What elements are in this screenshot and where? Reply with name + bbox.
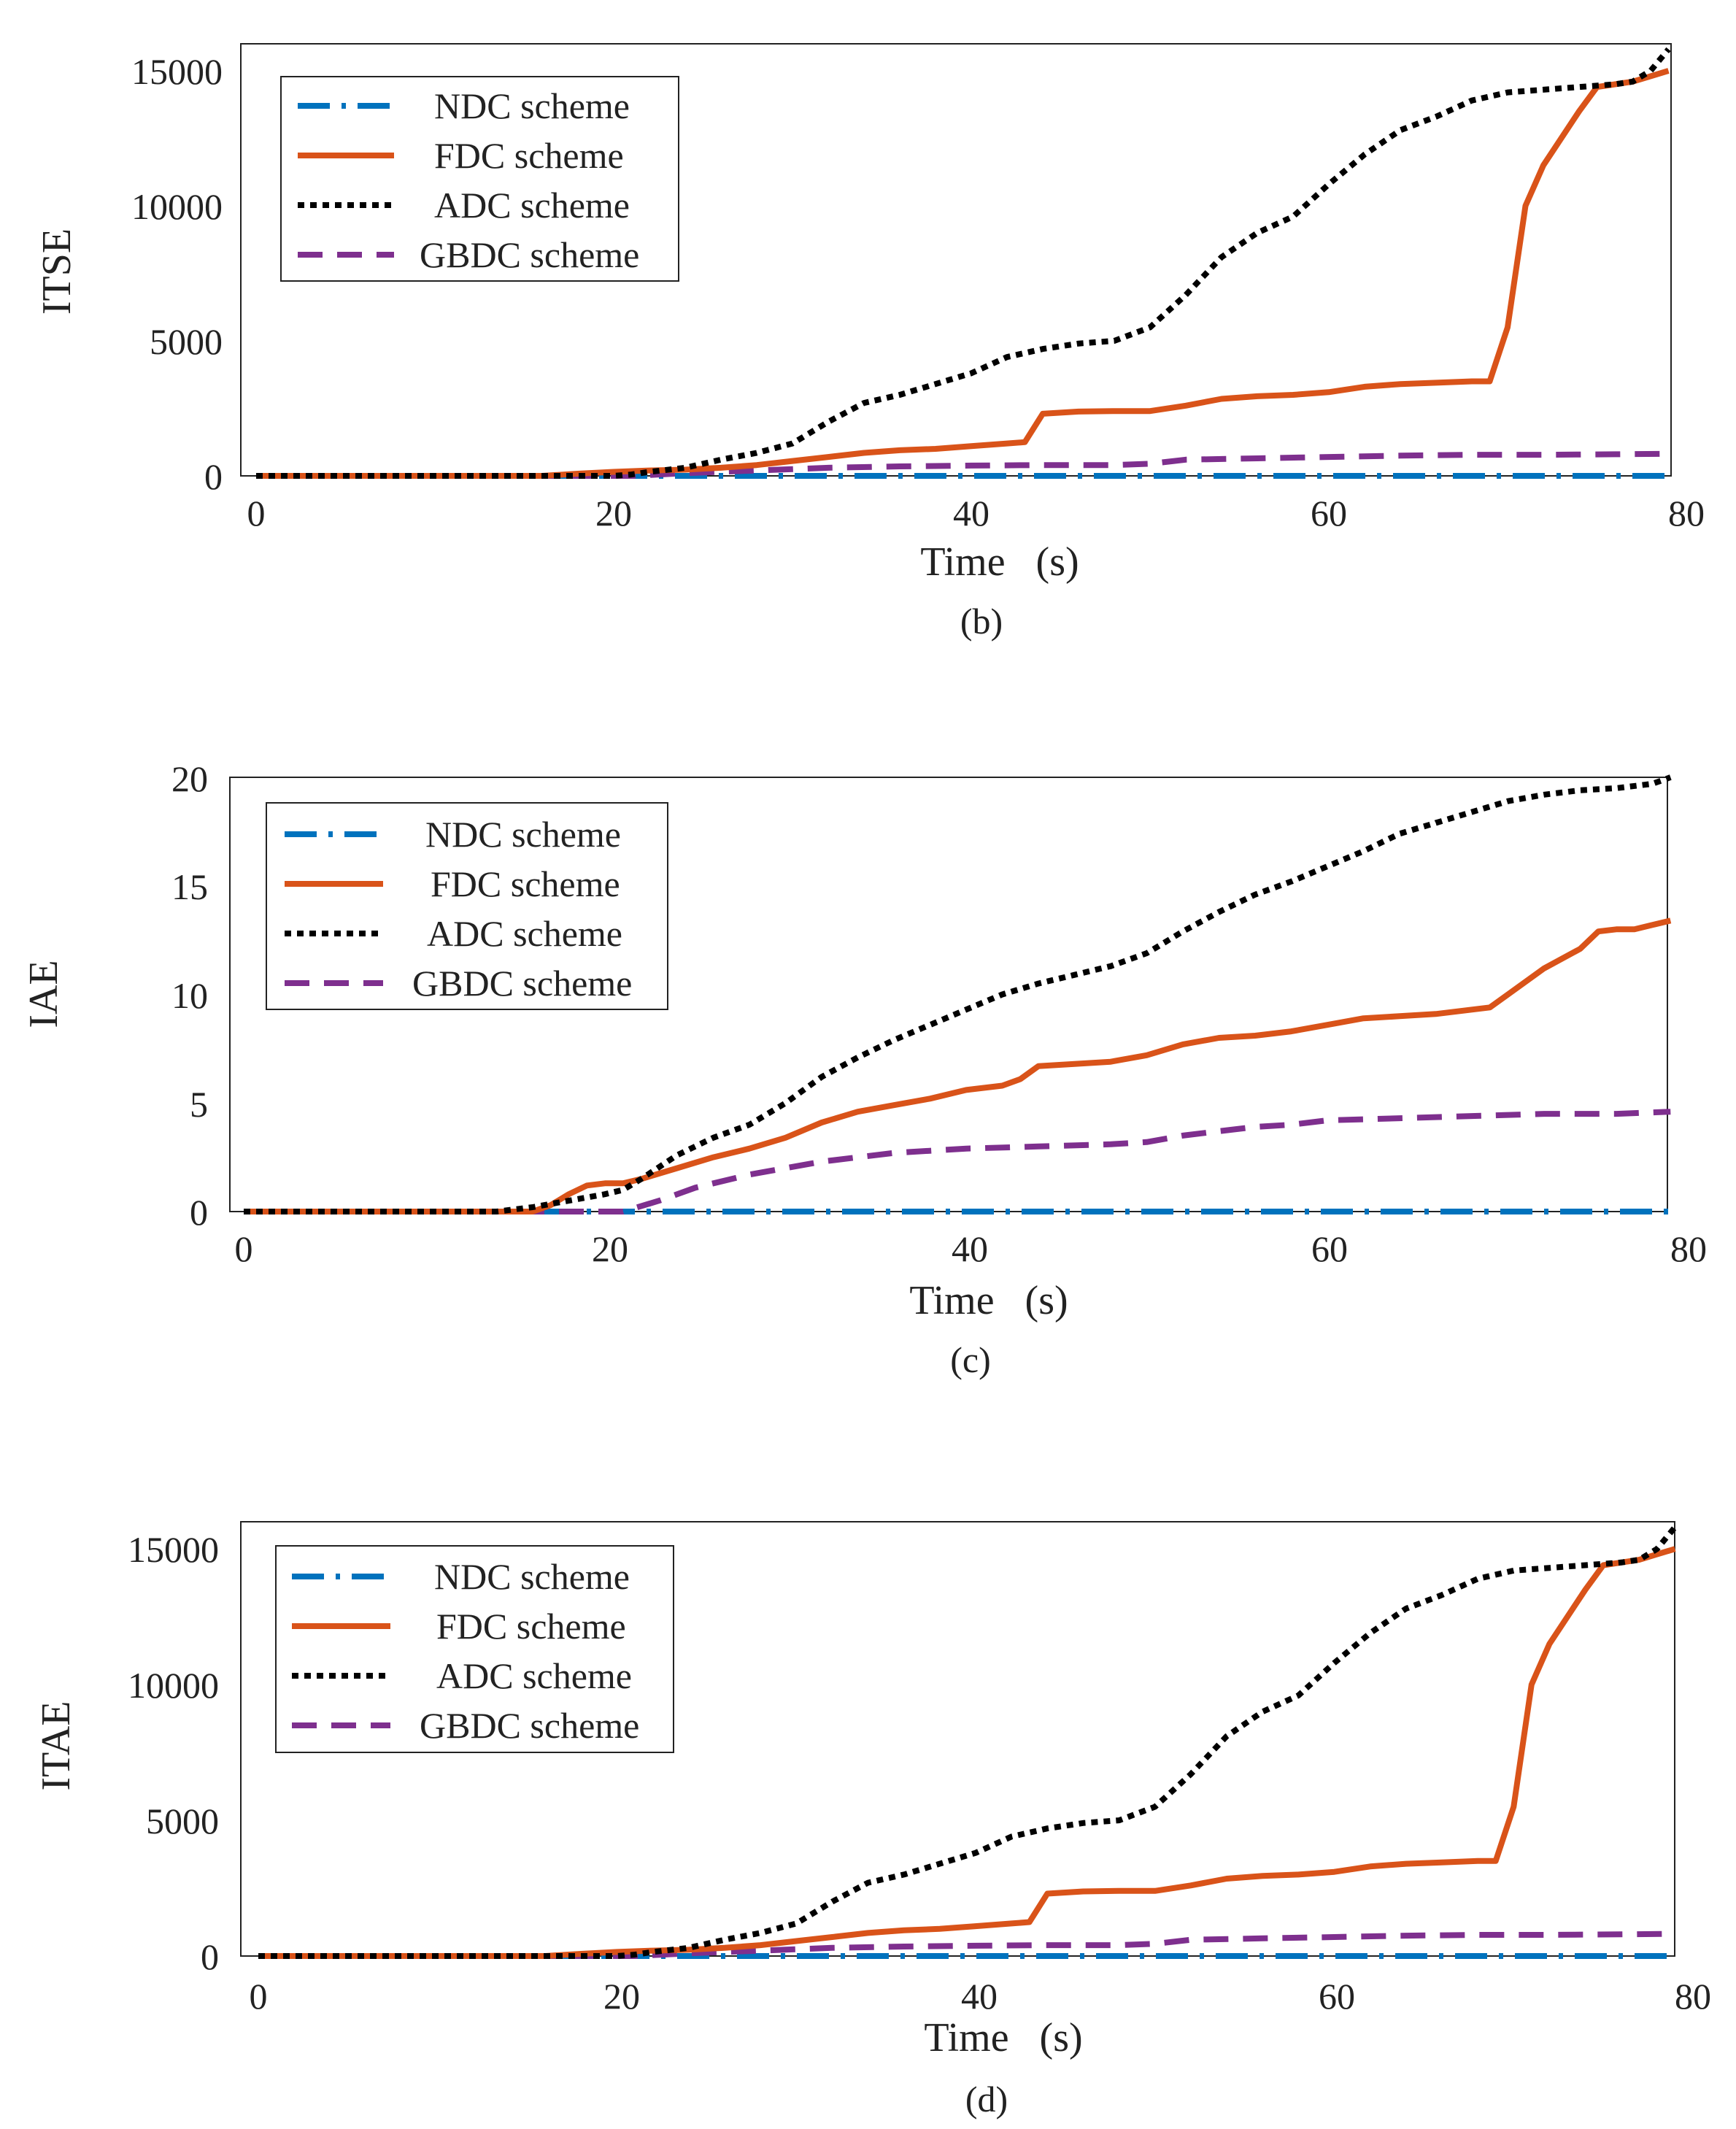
legend: NDC scheme FDC scheme ADC scheme GBDC sc… <box>266 802 668 1010</box>
y-tick-label: 10000 <box>128 1665 219 1706</box>
series-layer <box>256 47 1671 479</box>
y-tick-label: 15000 <box>131 51 223 92</box>
series-line-gbdc <box>256 450 1669 479</box>
series-layer <box>244 774 1672 1214</box>
y-tick-label: 0 <box>204 456 223 497</box>
x-tick-label: 20 <box>592 1228 628 1269</box>
series-line-adc <box>256 47 1671 479</box>
y-tick-label: 15000 <box>128 1529 219 1570</box>
legend-label-ndc: NDC scheme <box>434 85 630 126</box>
x-ticks: 0 20 40 60 80 <box>235 1228 1708 1269</box>
series-layer <box>258 1525 1678 1959</box>
legend-label-ndc: NDC scheme <box>434 1556 630 1597</box>
legend-label-adc: ADC scheme <box>434 185 630 226</box>
y-tick-label: 0 <box>201 1936 219 1977</box>
x-tick-label: 40 <box>953 493 989 534</box>
panel-b: 0 20 40 60 80 0 5000 10000 15000 Time (s… <box>34 43 1705 642</box>
series-line-fdc <box>258 1546 1676 1959</box>
legend-label-adc: ADC scheme <box>436 1655 632 1696</box>
legend-label-gbdc: GBDC scheme <box>420 234 639 275</box>
x-tick-label: 60 <box>1311 1228 1348 1269</box>
x-tick-label: 40 <box>961 1976 998 2017</box>
legend: NDC scheme FDC scheme ADC scheme GBDC sc… <box>275 1545 674 1753</box>
y-tick-label: 5000 <box>146 1801 219 1841</box>
series-line-adc <box>244 774 1672 1214</box>
legend-box <box>266 802 668 1010</box>
legend-box <box>275 1545 674 1753</box>
series-line-gbdc <box>244 1109 1671 1214</box>
x-tick-label: 0 <box>250 1976 268 2017</box>
y-ticks: 0 5 10 15 20 <box>171 758 208 1233</box>
legend-label-adc: ADC scheme <box>427 913 622 954</box>
x-axis-label: Time (s) <box>920 539 1079 585</box>
y-tick-label: 10 <box>171 975 208 1016</box>
y-tick-label: 15 <box>171 866 208 907</box>
y-axis-label: ITSE <box>34 228 80 315</box>
legend: NDC scheme FDC scheme ADC scheme GBDC sc… <box>280 76 679 282</box>
x-tick-label: 80 <box>1670 1228 1707 1269</box>
x-tick-label: 80 <box>1675 1976 1711 2017</box>
x-tick-label: 40 <box>952 1228 988 1269</box>
x-tick-label: 60 <box>1311 493 1347 534</box>
caption: (b) <box>960 601 1003 642</box>
series-line-adc <box>258 1525 1678 1959</box>
caption: (d) <box>965 2079 1008 2120</box>
series-line-fdc <box>256 68 1670 479</box>
y-tick-label: 0 <box>190 1192 208 1233</box>
y-ticks: 0 5000 10000 15000 <box>128 1529 219 1977</box>
legend-label-gbdc: GBDC scheme <box>420 1705 639 1746</box>
panel-d: 0 20 40 60 80 0 5000 10000 15000 Time (s… <box>34 1521 1712 2120</box>
legend-label-fdc: FDC scheme <box>431 863 620 904</box>
x-tick-label: 80 <box>1668 493 1705 534</box>
y-axis-label: IAE <box>21 960 66 1028</box>
x-tick-label: 20 <box>603 1976 640 2017</box>
legend-label-ndc: NDC scheme <box>425 814 621 855</box>
legend-label-fdc: FDC scheme <box>436 1606 626 1647</box>
y-ticks: 0 5000 10000 15000 <box>131 51 223 497</box>
y-tick-label: 20 <box>171 758 208 799</box>
x-tick-label: 60 <box>1319 1976 1355 2017</box>
x-tick-label: 0 <box>247 493 266 534</box>
panel-c: 0 20 40 60 80 0 5 10 15 20 Time (s) IAE … <box>21 758 1707 1380</box>
legend-label-fdc: FDC scheme <box>434 135 624 176</box>
x-ticks: 0 20 40 60 80 <box>247 493 1705 534</box>
series-line-gbdc <box>258 1930 1675 1959</box>
y-tick-label: 5000 <box>150 321 223 362</box>
y-axis-label: ITAE <box>34 1701 79 1790</box>
x-ticks: 0 20 40 60 80 <box>250 1976 1712 2017</box>
legend-label-gbdc: GBDC scheme <box>412 963 632 1004</box>
x-axis-label: Time (s) <box>924 2015 1082 2060</box>
x-tick-label: 20 <box>595 493 632 534</box>
series-line-fdc <box>244 917 1672 1214</box>
caption: (c) <box>950 1339 991 1380</box>
x-axis-label: Time (s) <box>909 1278 1068 1323</box>
y-tick-label: 10000 <box>131 186 223 227</box>
x-tick-label: 0 <box>235 1228 253 1269</box>
y-tick-label: 5 <box>190 1084 208 1125</box>
legend-box <box>280 76 679 282</box>
